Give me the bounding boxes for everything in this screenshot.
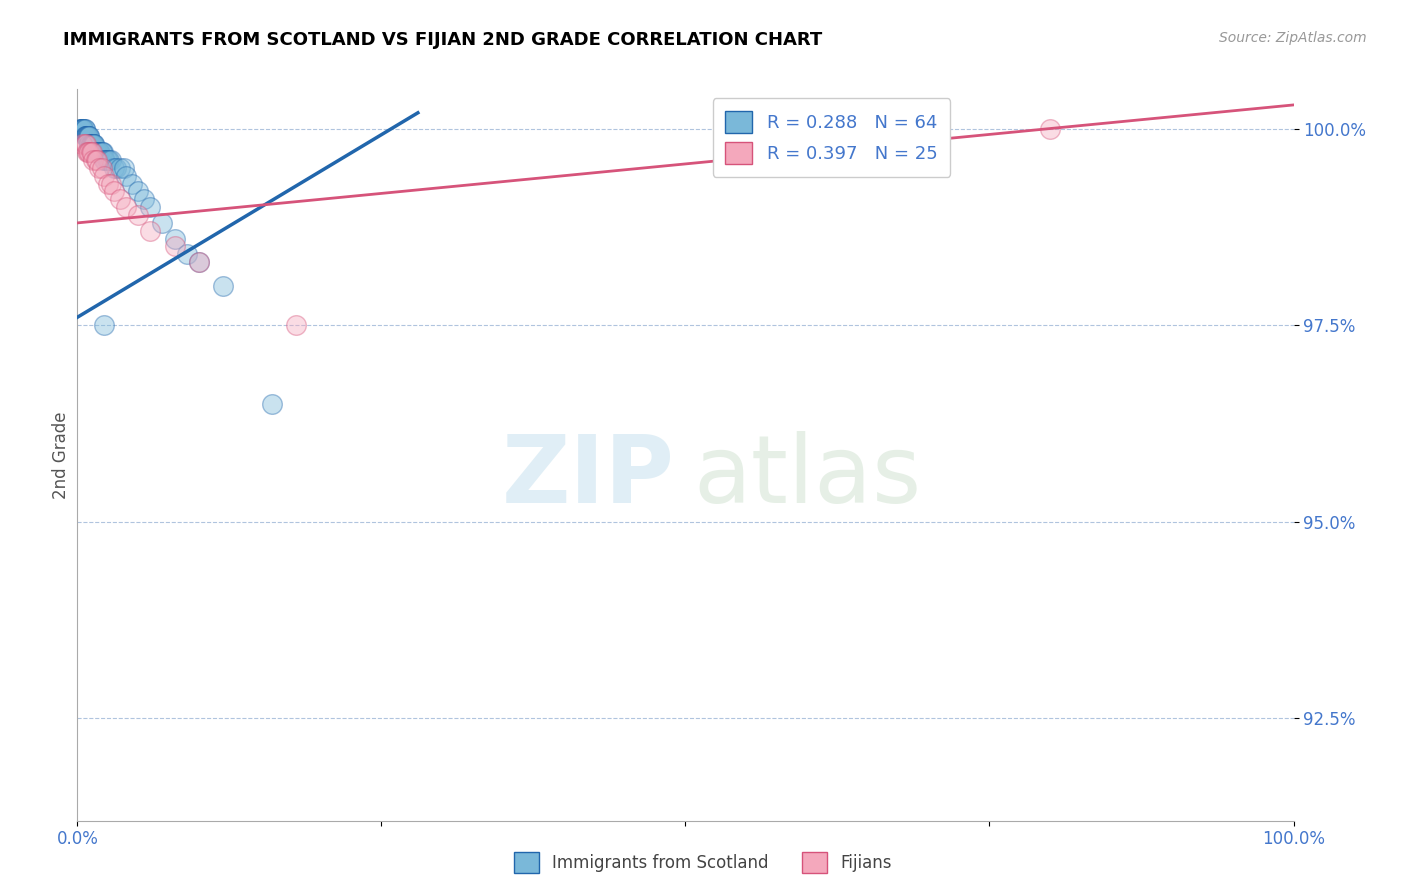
Point	[82, 137, 104, 152]
Point	[86, 145, 108, 160]
Point	[80, 145, 103, 160]
Point	[76, 129, 98, 144]
Point	[134, 192, 156, 206]
Point	[73, 121, 96, 136]
Point	[139, 224, 162, 238]
Point	[93, 318, 115, 333]
Point	[97, 153, 120, 167]
Legend: R = 0.288   N = 64, R = 0.397   N = 25: R = 0.288 N = 64, R = 0.397 N = 25	[713, 98, 950, 177]
Point	[96, 153, 118, 167]
Point	[89, 145, 111, 160]
Point	[152, 216, 174, 230]
Point	[100, 177, 122, 191]
Point	[80, 137, 103, 152]
Point	[76, 129, 98, 144]
Point	[89, 161, 111, 175]
Point	[103, 185, 125, 199]
Point	[73, 137, 96, 152]
Text: ZIP: ZIP	[502, 431, 675, 523]
Point	[79, 145, 101, 160]
Point	[139, 200, 162, 214]
Point	[70, 121, 93, 136]
Point	[75, 129, 97, 144]
Point	[90, 145, 112, 160]
Point	[80, 137, 103, 152]
Point	[79, 137, 101, 152]
Point	[76, 145, 98, 160]
Point	[188, 255, 211, 269]
Point	[163, 232, 186, 246]
Point	[108, 161, 131, 175]
Point	[75, 137, 97, 152]
Point	[87, 145, 110, 160]
Point	[72, 121, 94, 136]
Point	[93, 153, 115, 167]
Point	[89, 145, 111, 160]
Point	[70, 121, 93, 136]
Point	[260, 397, 283, 411]
Point	[77, 145, 100, 160]
Point	[86, 145, 108, 160]
Point	[70, 121, 93, 136]
Point	[73, 129, 96, 144]
Text: IMMIGRANTS FROM SCOTLAND VS FIJIAN 2ND GRADE CORRELATION CHART: IMMIGRANTS FROM SCOTLAND VS FIJIAN 2ND G…	[63, 31, 823, 49]
Point	[285, 318, 308, 333]
Point	[97, 153, 120, 167]
Point	[1039, 121, 1062, 136]
Y-axis label: 2nd Grade: 2nd Grade	[52, 411, 70, 499]
Point	[70, 137, 93, 152]
Legend: Immigrants from Scotland, Fijians: Immigrants from Scotland, Fijians	[508, 846, 898, 880]
Point	[127, 208, 149, 222]
Point	[188, 255, 211, 269]
Point	[80, 137, 103, 152]
Point	[212, 278, 235, 293]
Point	[121, 177, 143, 191]
Point	[69, 121, 91, 136]
Point	[73, 121, 96, 136]
Point	[112, 161, 135, 175]
Point	[84, 145, 107, 160]
Point	[97, 177, 120, 191]
Point	[79, 129, 101, 144]
Point	[79, 129, 101, 144]
Point	[91, 145, 114, 160]
Point	[94, 153, 117, 167]
Point	[72, 121, 94, 136]
Point	[115, 200, 138, 214]
Point	[86, 153, 108, 167]
Text: atlas: atlas	[693, 431, 921, 523]
Point	[84, 145, 107, 160]
Point	[82, 137, 104, 152]
Point	[163, 239, 186, 253]
Point	[77, 129, 100, 144]
Point	[83, 137, 105, 152]
Point	[115, 169, 138, 183]
Point	[77, 129, 100, 144]
Point	[90, 145, 112, 160]
Point	[80, 145, 103, 160]
Point	[100, 153, 122, 167]
Point	[79, 137, 101, 152]
Point	[108, 192, 131, 206]
Point	[93, 169, 115, 183]
Point	[127, 185, 149, 199]
Point	[83, 137, 105, 152]
Point	[82, 153, 104, 167]
Point	[70, 121, 93, 136]
Point	[75, 129, 97, 144]
Point	[90, 161, 112, 175]
Point	[72, 121, 94, 136]
Point	[176, 247, 198, 261]
Point	[75, 129, 97, 144]
Point	[80, 137, 103, 152]
Point	[84, 153, 107, 167]
Point	[93, 153, 115, 167]
Point	[103, 161, 125, 175]
Text: Source: ZipAtlas.com: Source: ZipAtlas.com	[1219, 31, 1367, 45]
Point	[89, 145, 111, 160]
Point	[105, 161, 128, 175]
